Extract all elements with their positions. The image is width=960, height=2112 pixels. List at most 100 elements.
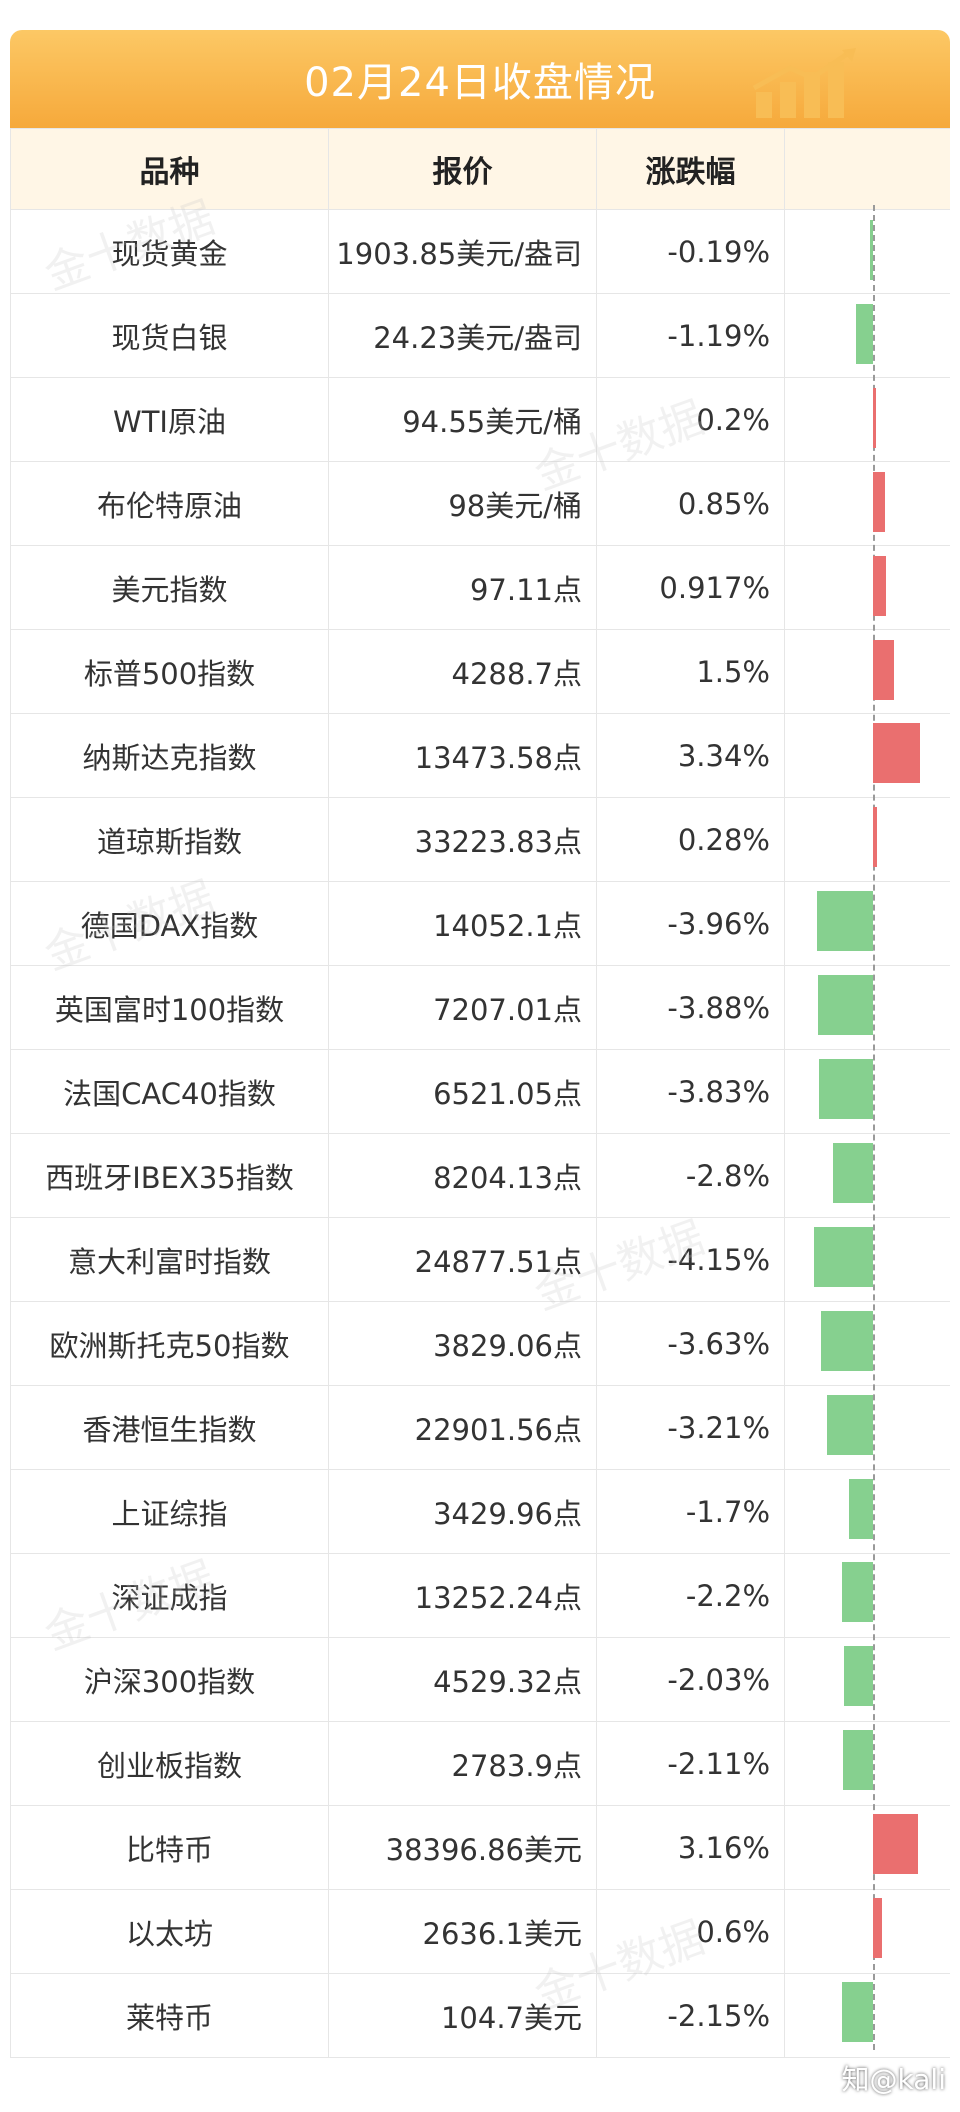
table-row: 美元指数 97.11点 0.917% (10, 545, 950, 630)
row-price: 3829.06点 (328, 1301, 597, 1386)
title-bar: 02月24日收盘情况 (10, 30, 950, 128)
row-change: -2.15% (596, 1973, 785, 2058)
bar-8 (816, 891, 873, 952)
row-price: 33223.83点 (328, 797, 597, 882)
table-row: 沪深300指数 4529.32点 -2.03% (10, 1637, 950, 1722)
row-name: 西班牙IBEX35指数 (10, 1133, 329, 1218)
row-name: WTI原油 (10, 377, 329, 462)
row-change: 1.5% (596, 629, 785, 714)
row-name: 沪深300指数 (10, 1637, 329, 1722)
table-row: 香港恒生指数 22901.56点 -3.21% (10, 1385, 950, 1470)
table-row: 法国CAC40指数 6521.05点 -3.83% (10, 1049, 950, 1134)
row-name: 莱特币 (10, 1973, 329, 2058)
bar-area (776, 0, 940, 2112)
row-change: 0.6% (596, 1889, 785, 1974)
table-row: 以太坊 2636.1美元 0.6% (10, 1889, 950, 1974)
row-change: -2.8% (596, 1133, 785, 1218)
bar-2 (873, 387, 876, 448)
row-bar-cell (784, 1805, 950, 1890)
row-name: 创业板指数 (10, 1721, 329, 1806)
row-change: -4.15% (596, 1217, 785, 1302)
row-name: 深证成指 (10, 1553, 329, 1638)
row-change: 0.28% (596, 797, 785, 882)
row-change: -3.96% (596, 881, 785, 966)
row-bar-cell (784, 629, 950, 714)
row-change: -2.11% (596, 1721, 785, 1806)
zero-axis (873, 205, 875, 2050)
summary-card: 02月24日收盘情况 品种 报价 涨跌幅 现货黄金 1903.85美元/盎司 -0.… (10, 30, 950, 2112)
table-row: 意大利富时指数 24877.51点 -4.15% (10, 1217, 950, 1302)
row-name: 上证综指 (10, 1469, 329, 1554)
row-change: 0.85% (596, 461, 785, 546)
header-bar (784, 128, 950, 210)
bar-17 (844, 1646, 873, 1707)
row-change: 0.917% (596, 545, 785, 630)
bar-13 (821, 1310, 873, 1371)
row-name: 纳斯达克指数 (10, 713, 329, 798)
bar-3 (873, 471, 886, 532)
row-name: 现货黄金 (10, 209, 329, 294)
row-change: 3.34% (596, 713, 785, 798)
row-price: 14052.1点 (328, 881, 597, 966)
row-bar-cell (784, 461, 950, 546)
row-change: -0.19% (596, 209, 785, 294)
bar-14 (827, 1394, 873, 1455)
bar-4 (873, 555, 887, 616)
row-price: 2783.9点 (328, 1721, 597, 1806)
bar-12 (814, 1226, 873, 1287)
row-change: 0.2% (596, 377, 785, 462)
bar-16 (841, 1562, 873, 1623)
row-price: 97.11点 (328, 545, 597, 630)
table-row: 现货黄金 1903.85美元/盎司 -0.19% (10, 209, 950, 294)
row-bar-cell (784, 713, 950, 798)
bar-1 (856, 303, 873, 364)
table-row: 欧洲斯托克50指数 3829.06点 -3.63% (10, 1301, 950, 1386)
bar-21 (842, 1981, 873, 2042)
quote-table: 品种 报价 涨跌幅 现货黄金 1903.85美元/盎司 -0.19% 现货白银 24.2… (10, 128, 950, 2058)
row-change: -2.03% (596, 1637, 785, 1722)
row-bar-cell (784, 545, 950, 630)
header-price: 报价 (328, 128, 597, 210)
credit-label: 知@kali (841, 2063, 946, 2096)
row-name: 香港恒生指数 (10, 1385, 329, 1470)
row-price: 6521.05点 (328, 1049, 597, 1134)
row-name: 布伦特原油 (10, 461, 329, 546)
row-change: -2.2% (596, 1553, 785, 1638)
header-name: 品种 (10, 128, 329, 210)
row-price: 13252.24点 (328, 1553, 597, 1638)
bar-6 (873, 723, 921, 784)
row-price: 7207.01点 (328, 965, 597, 1050)
row-bar-cell (784, 377, 950, 462)
row-name: 比特币 (10, 1805, 329, 1890)
row-name: 美元指数 (10, 545, 329, 630)
row-name: 德国DAX指数 (10, 881, 329, 966)
bar-15 (848, 1478, 873, 1539)
row-bar-cell (784, 797, 950, 882)
table-body: 现货黄金 1903.85美元/盎司 -0.19% 现货白银 24.23美元/盎司 -1.1… (10, 209, 950, 2058)
table-row: 西班牙IBEX35指数 8204.13点 -2.8% (10, 1133, 950, 1218)
table-row: 深证成指 13252.24点 -2.2% (10, 1553, 950, 1638)
header-change: 涨跌幅 (596, 128, 785, 210)
table-row: 标普500指数 4288.7点 1.5% (10, 629, 950, 714)
row-price: 24.23美元/盎司 (328, 293, 597, 378)
row-price: 2636.1美元 (328, 1889, 597, 1974)
row-change: -1.7% (596, 1469, 785, 1554)
row-name: 法国CAC40指数 (10, 1049, 329, 1134)
table-row: 比特币 38396.86美元 3.16% (10, 1805, 950, 1890)
bar-7 (873, 807, 877, 868)
page-title: 02月24日收盘情况 (304, 60, 656, 106)
row-price: 94.55美元/桶 (328, 377, 597, 462)
table-row: 莱特币 104.7美元 -2.15% (10, 1973, 950, 2058)
table-row: 德国DAX指数 14052.1点 -3.96% (10, 881, 950, 966)
row-change: -1.19% (596, 293, 785, 378)
chart-up-icon (752, 48, 856, 118)
header-row: 品种 报价 涨跌幅 (10, 128, 950, 210)
row-price: 13473.58点 (328, 713, 597, 798)
row-name: 以太坊 (10, 1889, 329, 1974)
row-name: 意大利富时指数 (10, 1217, 329, 1302)
row-price: 3429.96点 (328, 1469, 597, 1554)
row-price: 1903.85美元/盎司 (328, 209, 597, 294)
row-change: -3.21% (596, 1385, 785, 1470)
bar-0 (870, 220, 873, 280)
row-name: 标普500指数 (10, 629, 329, 714)
